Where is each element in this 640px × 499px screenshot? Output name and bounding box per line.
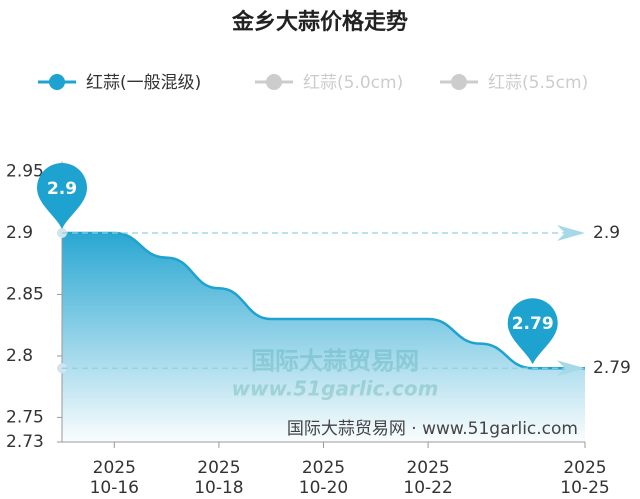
- y-tick-label: 2.95: [6, 162, 44, 182]
- y-tick-label: 2.85: [6, 284, 44, 304]
- mark-pin: [507, 298, 558, 365]
- x-tick-label: 10-20: [299, 478, 348, 498]
- y-tick-label: 2.9: [6, 223, 33, 243]
- source: 国际大蒜贸易网 · www.51garlic.com: [287, 419, 578, 439]
- x-tick-label: 2025: [93, 458, 136, 478]
- y-tick-label: 2.8: [6, 346, 33, 366]
- x-tick-label: 2025: [563, 458, 606, 478]
- x-tick-label: 2025: [406, 458, 449, 478]
- legend-marker: [451, 74, 467, 90]
- y-tick-label: 2.73: [6, 432, 44, 452]
- y-tick-label: 2.75: [6, 407, 44, 427]
- x-tick-label: 10-22: [403, 478, 452, 498]
- x-tick-label: 2025: [197, 458, 240, 478]
- mark-pin-label: 2.9: [47, 179, 77, 199]
- legend-label: 红蒜(一般混级): [86, 73, 201, 93]
- legend-label: 红蒜(5.5cm): [488, 73, 588, 93]
- mark-line-arrow: [557, 360, 585, 377]
- legend-marker: [49, 74, 65, 90]
- legend-label: 红蒜(5.0cm): [303, 73, 403, 93]
- mark-line-label: 2.9: [593, 223, 620, 243]
- area: [62, 232, 585, 442]
- line: [62, 231, 585, 370]
- mark-line-arrow: [557, 224, 585, 241]
- mark-pin: [37, 162, 87, 229]
- x-tick-label: 10-18: [194, 478, 243, 498]
- x-tick-label: 10-25: [560, 478, 609, 498]
- chart-title: 金乡大蒜价格走势: [231, 9, 408, 35]
- mark-pin-label: 2.79: [512, 314, 554, 334]
- x-tick-label: 10-16: [90, 478, 139, 498]
- mark-line-label: 2.79: [593, 358, 631, 378]
- legend-marker: [266, 74, 282, 90]
- x-tick-label: 2025: [302, 458, 345, 478]
